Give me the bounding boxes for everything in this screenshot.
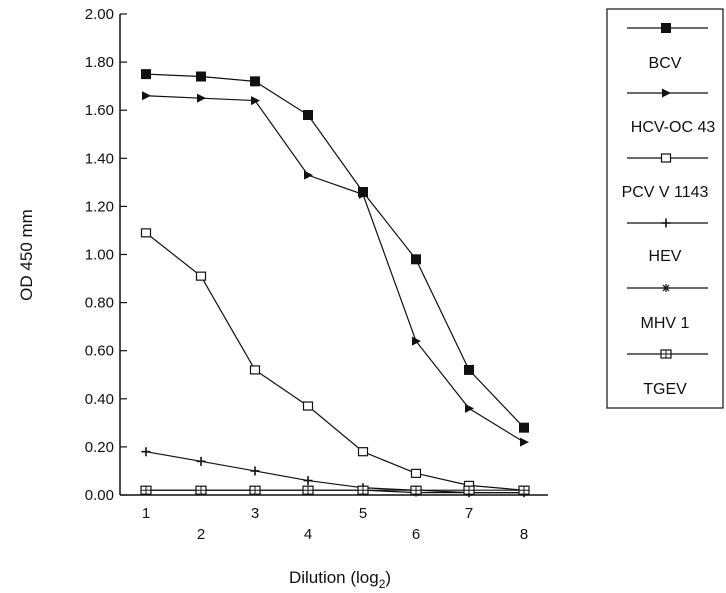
- y-tick-label: 1.20: [85, 198, 114, 215]
- legend-marker-pcv-v-1143: [660, 153, 672, 163]
- x-tick-label: 1: [142, 505, 150, 522]
- legend-label-bcv: BCV: [649, 55, 682, 72]
- data-point-pcv-v-1143: [410, 468, 422, 478]
- x-tick-label: 3: [251, 505, 259, 522]
- data-point-tgev-cross: [358, 486, 368, 495]
- series-pcv-v-1143: [140, 228, 530, 495]
- data-point-tgev-cross: [464, 486, 474, 495]
- y-tick-label: 0.60: [85, 343, 114, 360]
- x-tick-label: 2: [197, 526, 205, 543]
- axes: [119, 14, 548, 496]
- series-line-pcv-v-1143: [145, 232, 525, 491]
- y-tick-label: 1.00: [85, 247, 114, 264]
- data-point-bcv: [196, 71, 206, 82]
- legend-item-pcv-v-1143: PCV V 1143: [622, 153, 709, 201]
- legend-item-bcv: BCV: [627, 23, 708, 72]
- legend-marker-hcv-oc-43: [662, 88, 671, 98]
- data-point-pcv-v-1143: [195, 271, 207, 281]
- legend: BCV HCV-OC 43 PCV V 1143 HEV MHV 1 TGEV: [606, 8, 724, 409]
- x-axis-title-end: ): [385, 568, 391, 587]
- series-tgev: [140, 485, 530, 495]
- data-point-bcv: [303, 110, 313, 121]
- data-point-hcv-oc-43: [412, 336, 421, 346]
- data-point-pcv-v-1143: [140, 228, 152, 238]
- data-point-bcv: [464, 364, 474, 375]
- x-tick-label: 5: [359, 505, 367, 522]
- legend-item-hcv-oc-43: HCV-OC 43: [627, 88, 716, 136]
- legend-item-mhv-1: MHV 1: [627, 284, 708, 332]
- legend-marker-hev: [661, 218, 671, 228]
- y-tick-label: 1.80: [85, 54, 114, 71]
- data-point-hcv-oc-43: [359, 189, 368, 199]
- y-tick-label: 0.80: [85, 295, 114, 312]
- data-point-bcv: [141, 69, 151, 80]
- y-tick-label: 2.00: [85, 6, 114, 23]
- y-axis-title: OD 450 mm: [17, 209, 36, 301]
- data-point-hcv-oc-43: [465, 403, 474, 413]
- legend-item-hev: HEV: [627, 218, 708, 265]
- legend-marker-mhv-1: [662, 284, 670, 292]
- x-tick-label: 8: [520, 526, 528, 543]
- data-point-tgev-cross: [303, 486, 313, 495]
- data-point-hev: [250, 466, 260, 476]
- data-point-hev: [303, 476, 313, 486]
- series-line-hcv-oc-43: [145, 95, 525, 443]
- data-point-hev: [141, 447, 151, 457]
- x-axis-title-main: Dilution (log: [289, 568, 379, 587]
- data-point-hcv-oc-43: [520, 437, 529, 447]
- x-axis-title-subscript: 2: [379, 577, 386, 591]
- legend-marker-tgev-cross: [661, 350, 671, 358]
- series-hcv-oc-43: [142, 91, 529, 447]
- data-point-pcv-v-1143: [249, 365, 261, 375]
- x-tick-label: 6: [412, 526, 420, 543]
- data-point-pcv-v-1143: [357, 447, 369, 457]
- series-layer: [140, 69, 530, 498]
- y-tick-label: 0.20: [85, 439, 114, 456]
- y-tick-label: 1.60: [85, 102, 114, 119]
- x-tick-label: 4: [304, 526, 312, 543]
- y-ticks: 0.00 0.20 0.40 0.60 0.80 1.00 1.20 1.40 1.60 1.80…: [85, 6, 127, 504]
- data-point-hcv-oc-43: [251, 96, 260, 106]
- legend-label-pcv-v-1143: PCV V 1143: [622, 184, 709, 201]
- data-point-tgev-cross: [250, 486, 260, 495]
- legend-marker-bcv: [661, 23, 671, 33]
- data-point-pcv-v-1143: [302, 401, 314, 411]
- data-point-hcv-oc-43: [142, 91, 151, 101]
- series-bcv: [141, 69, 529, 433]
- data-point-tgev-cross: [141, 486, 151, 495]
- legend-item-tgev: TGEV: [627, 349, 708, 398]
- legend-label-hcv-oc-43: HCV-OC 43: [631, 119, 716, 136]
- x-tick-label: 7: [465, 505, 473, 522]
- data-point-hev: [196, 456, 206, 466]
- data-point-tgev-cross: [519, 486, 529, 495]
- x-ticks: 1 2 3 4 5 6 7 8: [142, 490, 528, 543]
- data-point-hcv-oc-43: [197, 93, 206, 103]
- legend-box: [606, 8, 724, 409]
- y-tick-label: 0.00: [85, 487, 114, 504]
- legend-label-mhv-1: MHV 1: [641, 315, 690, 332]
- y-tick-label: 1.40: [85, 150, 114, 167]
- data-point-tgev-cross: [196, 486, 206, 495]
- data-point-bcv: [250, 76, 260, 87]
- data-point-bcv: [519, 422, 529, 433]
- legend-label-tgev: TGEV: [643, 381, 687, 398]
- x-axis-title: Dilution (log2): [289, 568, 391, 591]
- series-line-bcv: [145, 73, 525, 429]
- data-point-tgev-cross: [411, 486, 421, 495]
- data-point-bcv: [411, 254, 421, 265]
- data-point-hcv-oc-43: [304, 170, 313, 180]
- legend-label-hev: HEV: [649, 248, 682, 265]
- y-tick-label: 0.40: [85, 391, 114, 408]
